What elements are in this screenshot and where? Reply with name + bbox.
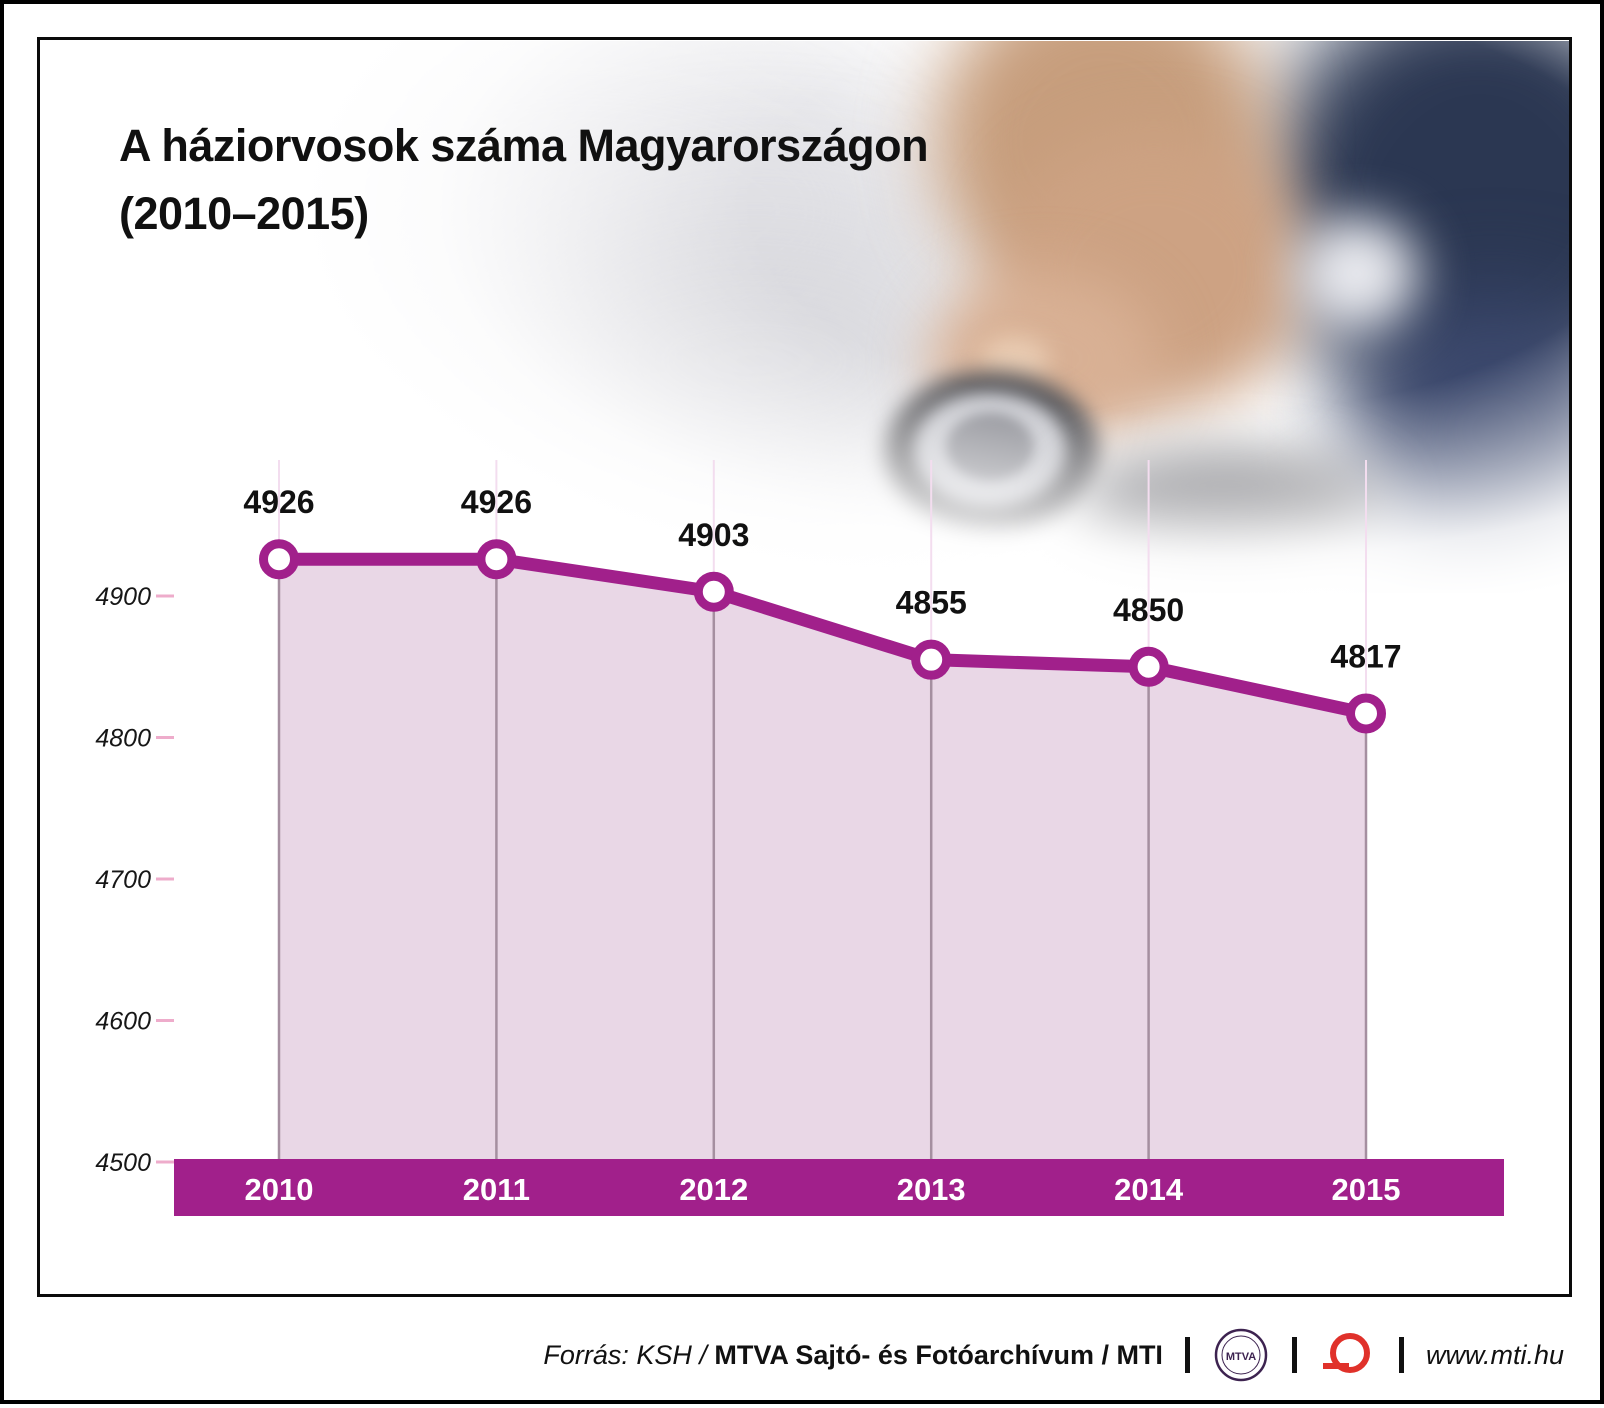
mti-logo-ring	[1329, 1333, 1370, 1373]
ytick-label-4800: 4800	[95, 725, 151, 753]
mtva-logo-inner-ring	[1221, 1335, 1261, 1375]
data-point-2012	[693, 571, 734, 612]
value-label-2010: 4926	[243, 484, 314, 520]
chart-title-line2: (2010–2015)	[119, 187, 369, 239]
ytick-label-4700: 4700	[95, 866, 151, 894]
chart-title-line1: A háziorvosok száma Magyarországon	[119, 120, 929, 171]
stethoscope-photo	[244, 41, 1570, 593]
ytick-label-4600: 4600	[95, 1008, 151, 1036]
data-point-2011	[476, 539, 517, 580]
value-label-2011: 4926	[461, 484, 532, 520]
footer-separator-3	[1398, 1337, 1404, 1373]
source-credit: Forrás: KSH / MTVA Sajtó- és Fotóarchívu…	[543, 1340, 1163, 1371]
year-label-2011: 2011	[463, 1172, 530, 1207]
value-label-2013: 4855	[896, 585, 967, 621]
data-point-2015	[1346, 693, 1386, 734]
year-label-2015: 2015	[1332, 1172, 1401, 1207]
data-point-2013	[911, 639, 952, 680]
footer-separator-1	[1184, 1337, 1190, 1373]
line-chart: 4500 4600 4700 4800 4900 2010 2011 2012 2013 2014…	[95, 460, 1504, 1216]
value-label-2015: 4817	[1330, 638, 1401, 674]
mti-logo	[1319, 1326, 1377, 1384]
year-label-2012: 2012	[679, 1172, 748, 1207]
photo-fade-overlay	[244, 41, 1570, 593]
value-label-2012: 4903	[678, 517, 749, 553]
x-axis-band	[174, 1159, 1504, 1216]
mtva-logo-icon: MTVA	[1214, 1328, 1268, 1382]
ytick-label-4500: 4500	[95, 1149, 151, 1177]
infographic-frame	[37, 37, 1572, 1297]
footer-separator-2	[1291, 1337, 1297, 1373]
source-main: MTVA Sajtó- és Fotóarchívum / MTI	[714, 1339, 1163, 1370]
source-prefix: Forrás: KSH /	[543, 1339, 707, 1370]
value-label-2014: 4850	[1113, 592, 1184, 628]
data-line	[272, 552, 1373, 720]
chart-title: A háziorvosok száma Magyarországon (2010…	[119, 112, 929, 247]
mtva-logo-ring	[1214, 1328, 1268, 1382]
mti-logo-icon	[1322, 1333, 1370, 1373]
year-label-2010: 2010	[245, 1172, 314, 1207]
data-point-2010	[259, 539, 299, 580]
year-label-2014: 2014	[1114, 1172, 1184, 1207]
data-point-2014	[1128, 646, 1169, 687]
ytick-label-4900: 4900	[95, 583, 151, 611]
website-url: www.mti.hu	[1425, 1339, 1564, 1370]
footer: Forrás: KSH / MTVA Sajtó- és Fotóarchívu…	[4, 1312, 1604, 1398]
mtva-logo-text: MTVA	[1226, 1351, 1256, 1363]
mtva-logo: MTVA	[1212, 1326, 1270, 1384]
area-fill	[279, 559, 1366, 1159]
year-label-2013: 2013	[897, 1172, 966, 1207]
